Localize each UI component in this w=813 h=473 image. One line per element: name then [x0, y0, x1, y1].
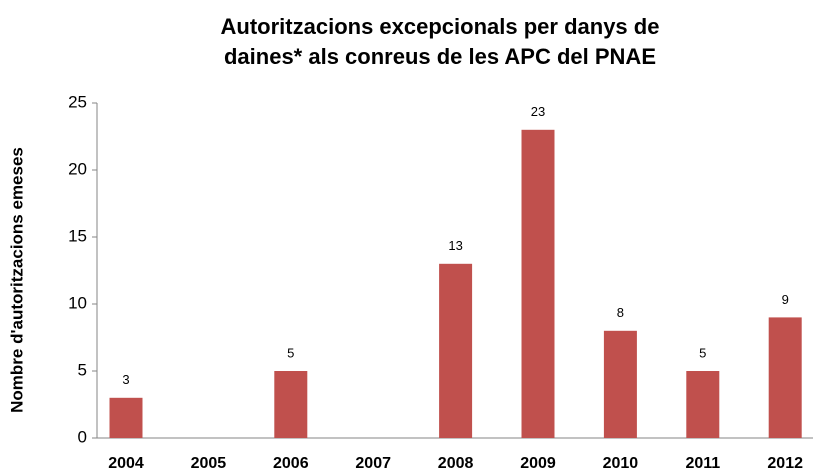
- data-label: 13: [448, 238, 462, 253]
- data-label: 5: [699, 345, 706, 360]
- y-tick-label: 15: [68, 226, 87, 245]
- x-tick-label: 2008: [438, 455, 474, 472]
- bar: [521, 129, 555, 439]
- x-tick-label: 2005: [191, 455, 227, 472]
- y-axis-label: Nombre d'autoritzacions emeses: [7, 147, 26, 413]
- y-tick-label: 10: [68, 293, 87, 312]
- bar: [686, 371, 720, 438]
- x-tick-label: 2006: [273, 455, 309, 472]
- y-tick-label: 5: [78, 360, 87, 379]
- data-label: 5: [287, 345, 294, 360]
- data-label: 9: [782, 292, 789, 307]
- bar: [768, 317, 802, 438]
- chart-title: daines* als conreus de les APC del PNAE: [224, 44, 656, 69]
- x-tick-label: 2012: [767, 455, 803, 472]
- chart-title: Autoritzacions excepcionals per danys de: [221, 14, 660, 39]
- data-label: 3: [122, 372, 129, 387]
- x-tick-label: 2009: [520, 455, 556, 472]
- bar: [439, 263, 473, 438]
- x-tick-label: 2007: [355, 455, 391, 472]
- x-tick-label: 2010: [603, 455, 639, 472]
- y-tick-label: 20: [68, 159, 87, 178]
- y-tick-label: 0: [78, 427, 87, 446]
- bar: [274, 371, 308, 438]
- x-tick-label: 2004: [108, 455, 144, 472]
- y-tick-label: 25: [68, 92, 87, 111]
- data-label: 8: [617, 305, 624, 320]
- bar: [603, 330, 637, 438]
- bar: [109, 397, 143, 438]
- x-tick-label: 2011: [685, 455, 720, 472]
- data-label: 23: [531, 104, 545, 119]
